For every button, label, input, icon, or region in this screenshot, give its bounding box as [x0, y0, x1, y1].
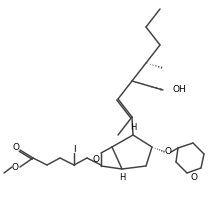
- Text: O: O: [12, 163, 18, 172]
- Text: O: O: [92, 155, 100, 164]
- Text: H: H: [119, 172, 125, 181]
- Text: OH: OH: [173, 85, 187, 94]
- Text: O: O: [165, 147, 171, 156]
- Text: I: I: [73, 144, 75, 154]
- Text: H: H: [130, 123, 136, 133]
- Text: O: O: [190, 172, 198, 181]
- Text: O: O: [12, 143, 19, 151]
